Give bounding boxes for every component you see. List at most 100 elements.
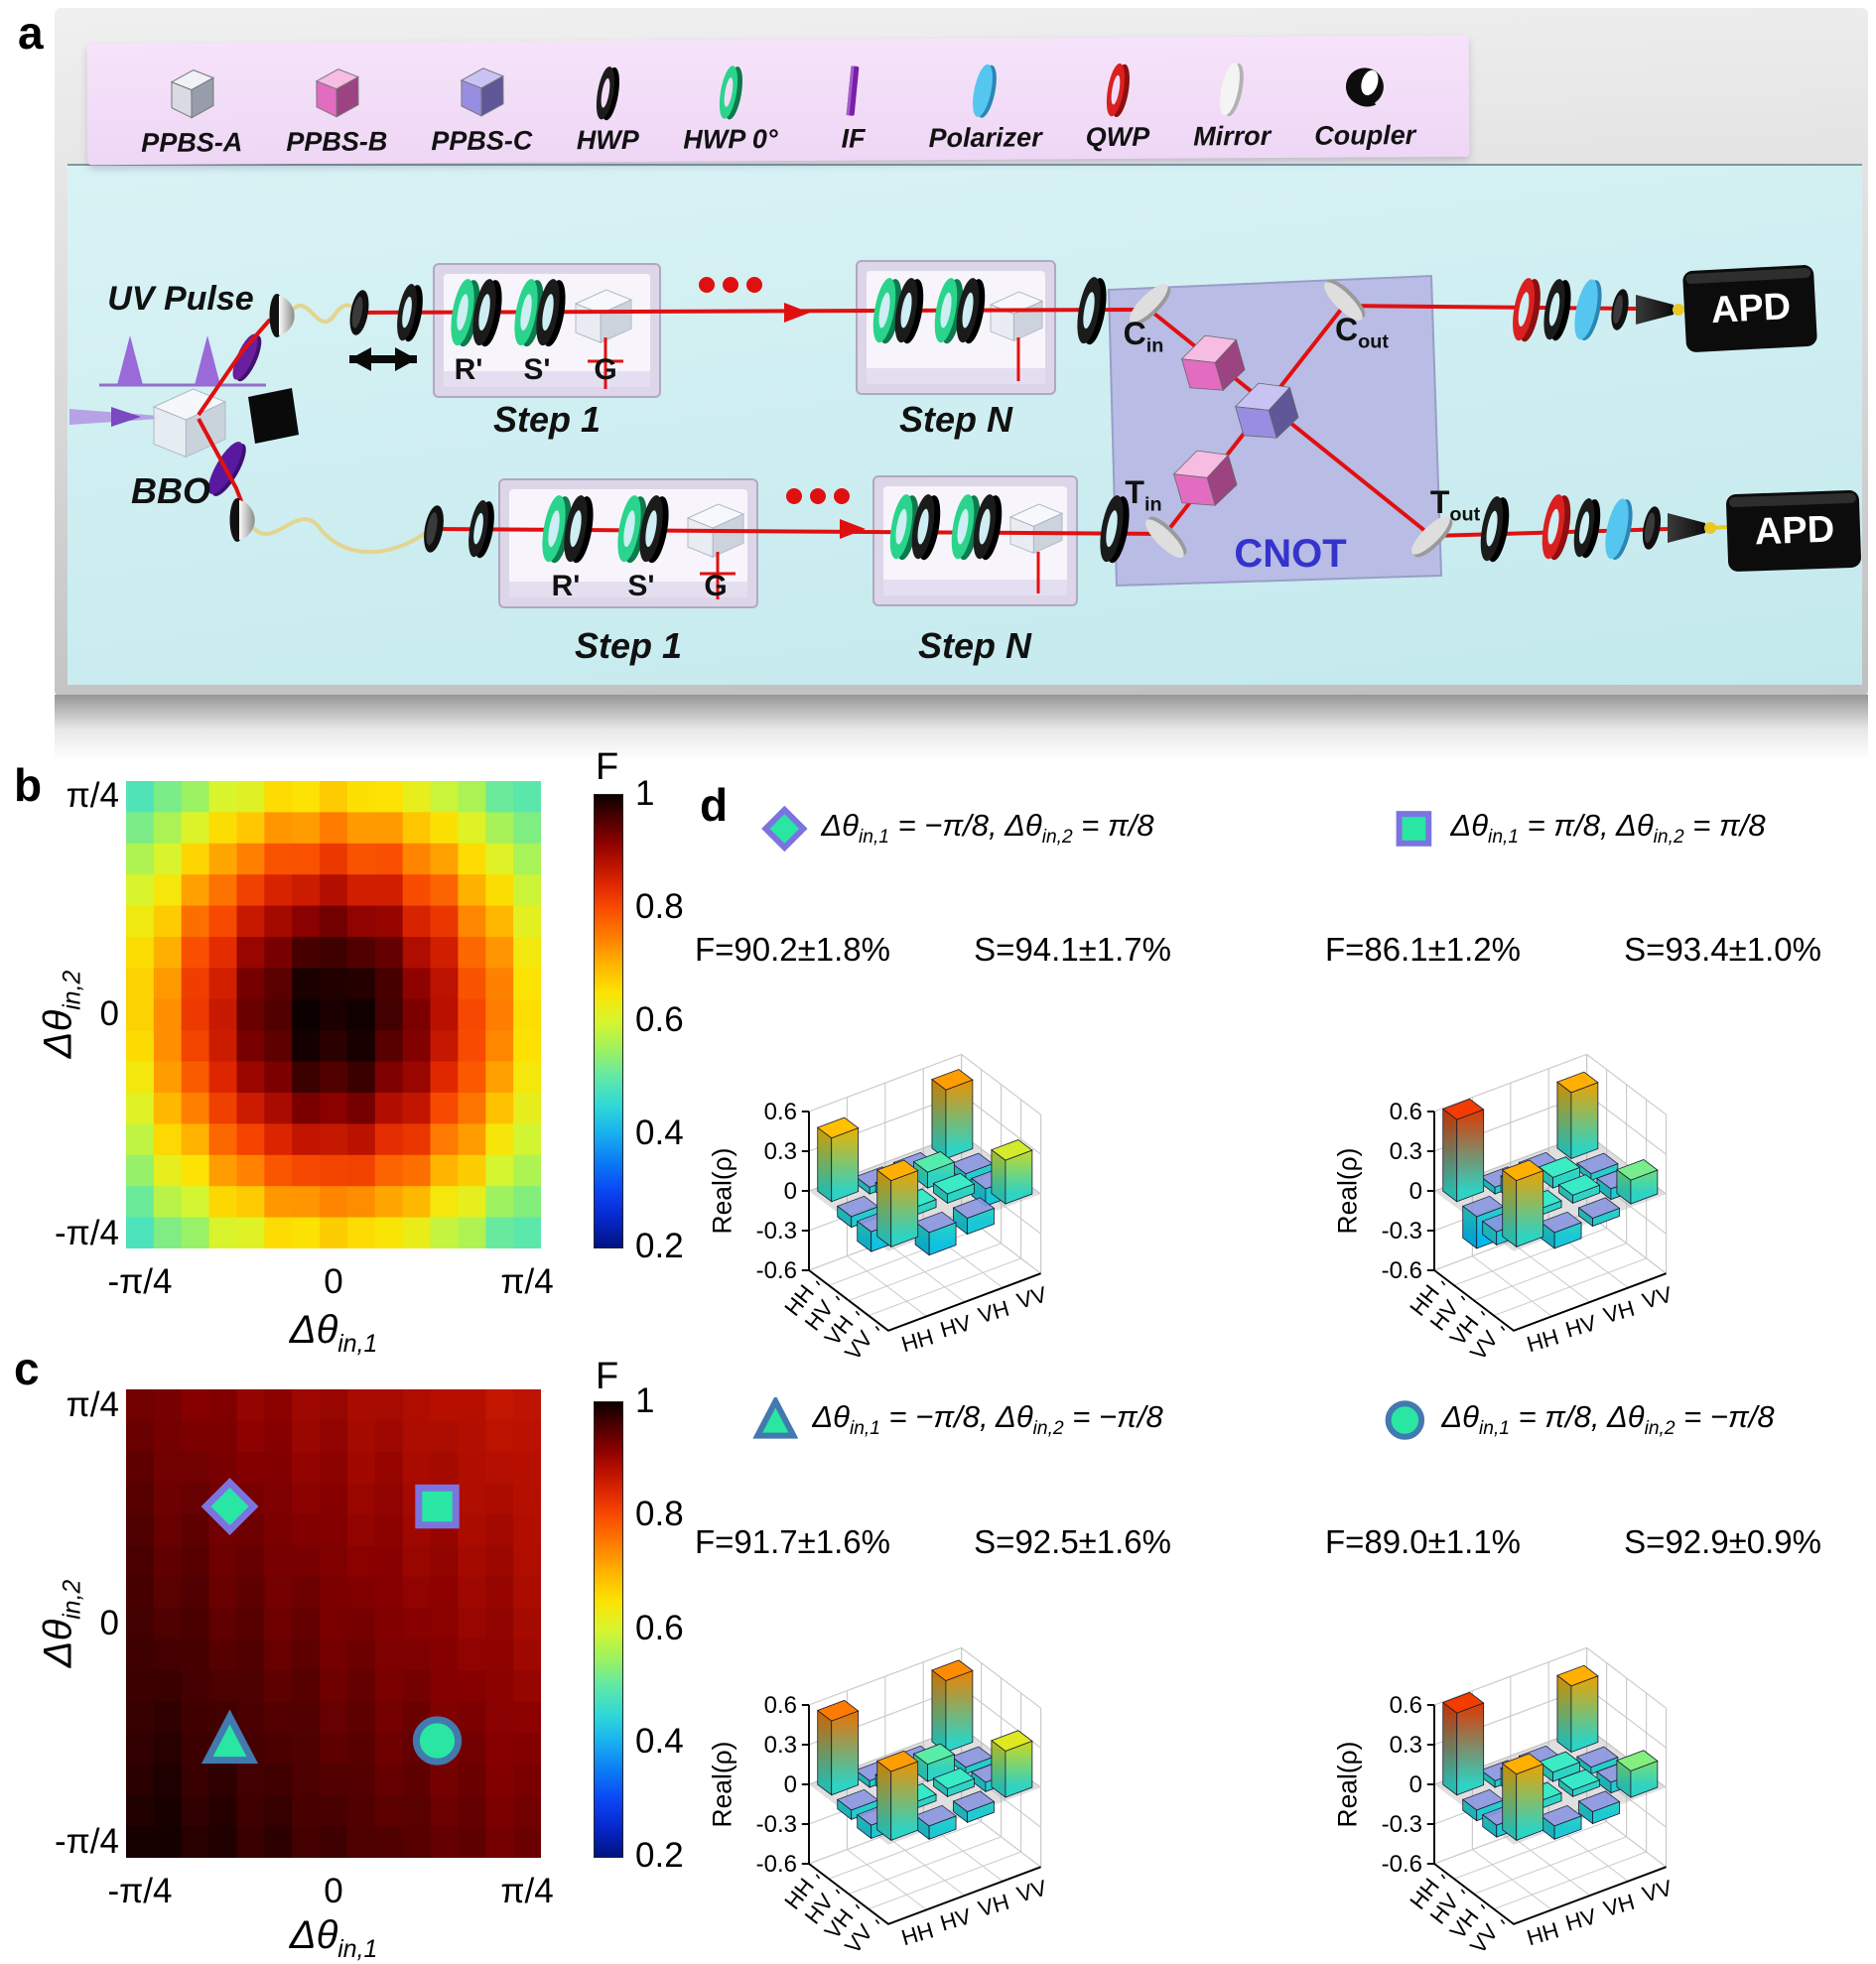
b-xtick-left: -π/4 bbox=[107, 1262, 173, 1301]
svg-text:0.6: 0.6 bbox=[1390, 1692, 1422, 1719]
coupler-black-icon bbox=[1333, 55, 1397, 118]
tomo1-condition: Δθin,1 = −π/8, Δθin,2 = π/8 bbox=[821, 808, 1154, 849]
step1-label-top: Step 1 bbox=[492, 399, 602, 440]
svg-text:Real(ρ): Real(ρ) bbox=[1333, 1148, 1363, 1235]
stepN-label-bottom: Step N bbox=[917, 625, 1032, 666]
svg-text:HH: HH bbox=[898, 1917, 936, 1950]
svg-text:0: 0 bbox=[1409, 1771, 1422, 1798]
svg-text:VH: VH bbox=[1601, 1890, 1638, 1922]
svg-text:0.3: 0.3 bbox=[764, 1732, 797, 1759]
bbo-label: BBO bbox=[131, 470, 210, 511]
tomo1-similarity: S=94.1±1.7% bbox=[974, 931, 1171, 968]
tomo1-stats: F=90.2±1.8% S=94.1±1.7% bbox=[695, 931, 1171, 969]
tomo4-fidelity: F=89.0±1.1% bbox=[1325, 1523, 1521, 1560]
b-ytick-bottom: -π/4 bbox=[55, 1214, 119, 1252]
waveplate-s-label-top: S' bbox=[523, 353, 551, 386]
cube-white-icon bbox=[160, 62, 223, 125]
diamond-marker-icon bbox=[761, 806, 808, 851]
svg-text:0.6: 0.6 bbox=[764, 1099, 797, 1125]
panel-a-label: a bbox=[18, 7, 44, 59]
b-ytick-mid: 0 bbox=[99, 994, 119, 1033]
apd-label-bottom: APD bbox=[1754, 508, 1835, 554]
svg-text:0.3: 0.3 bbox=[764, 1138, 797, 1165]
c-cbar-tick: 1 bbox=[635, 1381, 655, 1420]
tomo3-condition: Δθin,1 = −π/8, Δθin,2 = −π/8 bbox=[812, 1399, 1163, 1440]
tomo4-condition: Δθin,1 = π/8, Δθin,2 = −π/8 bbox=[1441, 1399, 1775, 1440]
tomo2-stats: F=86.1±1.2% S=93.4±1.0% bbox=[1325, 931, 1821, 969]
svg-text:HH: HH bbox=[1524, 1917, 1561, 1950]
tomo4-legend: Δθin,1 = π/8, Δθin,2 = −π/8 bbox=[1382, 1397, 1775, 1443]
c-xtick-mid: 0 bbox=[324, 1872, 343, 1910]
c-cbar-tick: 0.4 bbox=[635, 1722, 684, 1761]
b-ytick-top: π/4 bbox=[66, 776, 119, 815]
legend-item-PPBS-C: PPBS-C bbox=[431, 61, 533, 164]
b-colorbar bbox=[594, 794, 623, 1248]
triangle-marker-icon bbox=[752, 1397, 799, 1443]
waveplate-r-label-bottom: R' bbox=[551, 570, 581, 602]
legend-item-IF: IF bbox=[821, 58, 885, 160]
svg-text:Real(ρ): Real(ρ) bbox=[1333, 1742, 1363, 1828]
tomo3-similarity: S=92.5±1.6% bbox=[974, 1523, 1171, 1560]
b-cbar-tick: 0.2 bbox=[635, 1227, 684, 1265]
b-cbar-tick: 0.8 bbox=[635, 887, 684, 926]
legend-item-PPBS-B: PPBS-B bbox=[286, 61, 388, 164]
panel-d-label: d bbox=[700, 779, 729, 831]
svg-text:0: 0 bbox=[784, 1178, 797, 1205]
svg-text:0.3: 0.3 bbox=[1390, 1732, 1422, 1759]
b-xtick-mid: 0 bbox=[324, 1262, 343, 1301]
c-xtick-left: -π/4 bbox=[107, 1872, 173, 1910]
b-ylabel: Δθin,2 bbox=[36, 970, 86, 1059]
svg-text:-0.6: -0.6 bbox=[756, 1257, 797, 1284]
cnot-tout-label: Tout bbox=[1429, 484, 1481, 526]
svg-text:HV: HV bbox=[937, 1903, 974, 1936]
svg-text:0: 0 bbox=[784, 1771, 797, 1798]
svg-text:HV: HV bbox=[1562, 1310, 1599, 1343]
cnot-tin-label: Tin bbox=[1125, 474, 1162, 516]
c-colorbar bbox=[594, 1401, 623, 1858]
b-heatmap bbox=[126, 781, 541, 1248]
c-heatmap bbox=[126, 1389, 541, 1858]
svg-text:0: 0 bbox=[1409, 1178, 1422, 1205]
ring-green-icon bbox=[698, 59, 761, 122]
c-ytick-top: π/4 bbox=[66, 1385, 119, 1424]
step1-label-bottom: Step 1 bbox=[574, 625, 683, 666]
b-xtick-right: π/4 bbox=[500, 1262, 554, 1301]
waveplate-s-label-bottom: S' bbox=[627, 570, 655, 602]
b-cbar-tick: 0.4 bbox=[635, 1113, 684, 1152]
legend-item-PPBS-A: PPBS-A bbox=[141, 62, 243, 165]
apd-label-top: APD bbox=[1709, 285, 1793, 332]
c-colorbar-title: F bbox=[596, 1356, 619, 1397]
svg-text:-0.3: -0.3 bbox=[1382, 1218, 1422, 1244]
tomo1-legend: Δθin,1 = −π/8, Δθin,2 = π/8 bbox=[761, 806, 1154, 851]
svg-text:0.3: 0.3 bbox=[1390, 1138, 1422, 1165]
svg-text:0.6: 0.6 bbox=[1390, 1099, 1422, 1125]
gate-g-label-top: G bbox=[594, 353, 617, 386]
rod-purple-icon bbox=[821, 58, 884, 121]
svg-text:HV: HV bbox=[937, 1310, 974, 1343]
b-cbar-tick: 0.6 bbox=[635, 1000, 684, 1039]
svg-text:VV: VV bbox=[1014, 1875, 1050, 1906]
c-ytick-mid: 0 bbox=[99, 1604, 119, 1642]
component-legend: PPBS-A PPBS-B PPBS-C HWP HWP 0° IF Polarizer QW… bbox=[86, 35, 1470, 166]
tomo4-similarity: S=92.9±0.9% bbox=[1624, 1523, 1821, 1560]
tomo2-condition: Δθin,1 = π/8, Δθin,2 = π/8 bbox=[1450, 808, 1766, 849]
legend-item-Mirror: Mirror bbox=[1193, 56, 1272, 158]
bench-shadow bbox=[55, 695, 1868, 758]
svg-text:Real(ρ): Real(ρ) bbox=[708, 1148, 737, 1235]
svg-text:HH: HH bbox=[898, 1324, 936, 1357]
ring-red-icon bbox=[1085, 57, 1148, 120]
svg-text:VH: VH bbox=[976, 1890, 1012, 1922]
cnot-cout-label: Cout bbox=[1335, 312, 1389, 353]
tomo3-stats: F=91.7±1.6% S=92.5±1.6% bbox=[695, 1523, 1171, 1561]
tomo2-legend: Δθin,1 = π/8, Δθin,2 = π/8 bbox=[1391, 806, 1766, 851]
stepN-label-top: Step N bbox=[898, 399, 1013, 440]
svg-text:-0.3: -0.3 bbox=[756, 1811, 797, 1838]
svg-text:HH: HH bbox=[1524, 1324, 1561, 1357]
c-cbar-tick: 0.6 bbox=[635, 1609, 684, 1647]
gate-g-label-bottom: G bbox=[704, 570, 728, 602]
uv-pulse-label: UV Pulse bbox=[107, 280, 254, 318]
tomo4-stats: F=89.0±1.1% S=92.9±0.9% bbox=[1325, 1523, 1821, 1561]
